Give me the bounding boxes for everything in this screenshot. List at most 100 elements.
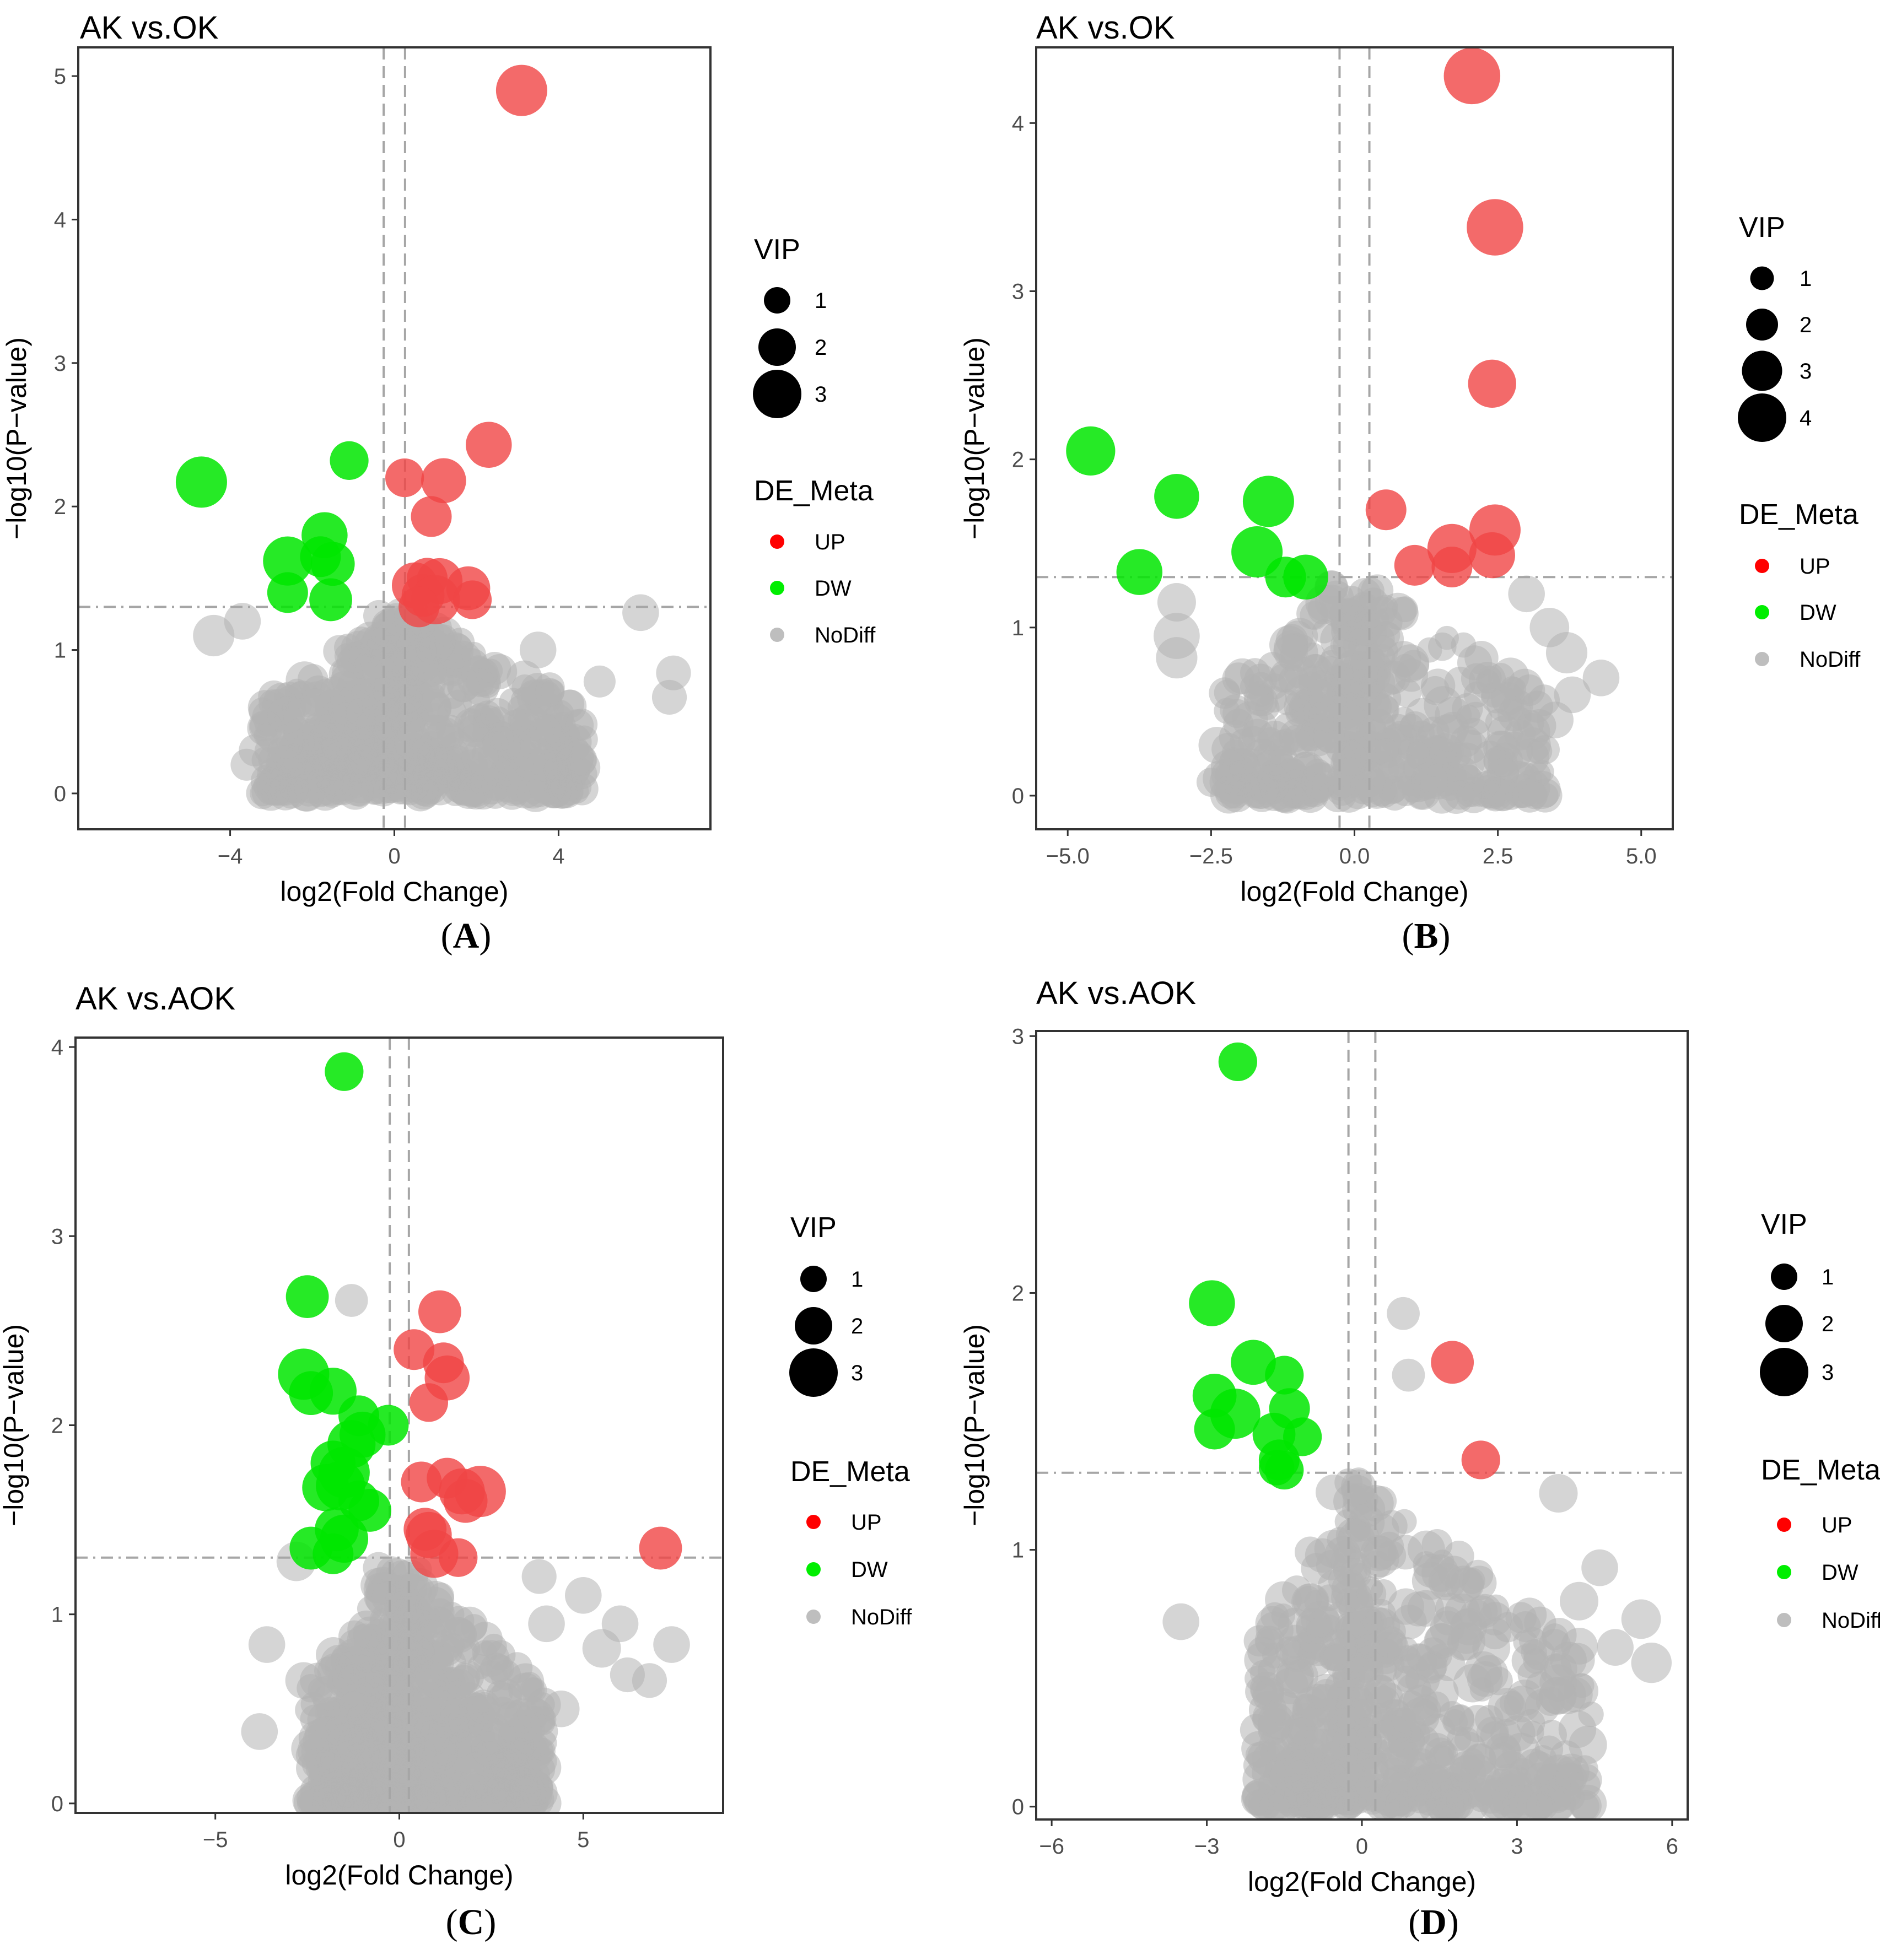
legend-meta-label: NoDiff xyxy=(851,1605,912,1629)
legend-vip-label: 1 xyxy=(1822,1265,1834,1289)
nodiff-point xyxy=(491,758,521,789)
nodiff-point xyxy=(285,1662,322,1699)
panel-label-close: ) xyxy=(1447,1902,1459,1942)
y-tick-label: 3 xyxy=(51,1224,63,1249)
nodiff-point xyxy=(1400,1591,1436,1627)
plot-area xyxy=(78,47,710,829)
legend-vip-title: VIP xyxy=(1761,1208,1807,1240)
x-tick-label: −2.5 xyxy=(1189,844,1233,868)
nodiff-point xyxy=(1382,1794,1409,1819)
panel-label-open: ( xyxy=(446,1902,458,1942)
nodiff-point xyxy=(1504,1685,1541,1723)
nodiff-point xyxy=(1631,1642,1672,1683)
nodiff-point xyxy=(412,735,438,760)
nodiff-point xyxy=(1375,738,1399,763)
legend-vip-label: 2 xyxy=(1822,1312,1834,1336)
x-tick-label: 0.0 xyxy=(1339,844,1370,868)
nodiff-point xyxy=(1244,686,1274,716)
nodiff-point xyxy=(429,635,454,659)
legend-meta-marker-dw xyxy=(1755,605,1769,619)
nodiff-point xyxy=(481,1633,507,1660)
legend-meta-label: UP xyxy=(1822,1513,1852,1537)
nodiff-point xyxy=(1362,709,1394,740)
nodiff-point xyxy=(491,1748,529,1786)
x-tick-label: 5.0 xyxy=(1626,844,1657,868)
nodiff-point xyxy=(1367,596,1397,626)
nodiff-point xyxy=(1238,726,1269,757)
x-tick-label: 4 xyxy=(552,844,564,868)
nodiff-point xyxy=(546,777,578,809)
legend-vip-marker xyxy=(1742,350,1782,391)
nodiff-point xyxy=(1340,1570,1365,1595)
legend-vip-label: 2 xyxy=(815,336,827,360)
nodiff-point xyxy=(1508,575,1545,613)
nodiff-point xyxy=(1257,1702,1294,1740)
nodiff-point xyxy=(1425,1623,1459,1656)
dw-point xyxy=(1265,1450,1304,1490)
nodiff-point xyxy=(1365,635,1398,668)
nodiff-point xyxy=(1311,1683,1339,1711)
nodiff-point xyxy=(1526,738,1553,764)
y-axis-label: −log10(P−value) xyxy=(959,1324,990,1526)
nodiff-point xyxy=(528,1605,565,1643)
dw-point xyxy=(1265,1356,1304,1395)
nodiff-point xyxy=(416,1619,447,1650)
nodiff-point xyxy=(347,1624,379,1656)
nodiff-point xyxy=(346,698,376,728)
nodiff-point xyxy=(1275,1660,1314,1698)
panel-label-open: ( xyxy=(1402,916,1414,956)
panel-c: −5 0 5 0 1 2 3 4 log2(Fold Change) −log10(P−value… xyxy=(0,981,912,1942)
legend-meta-marker-dw xyxy=(1777,1565,1791,1579)
nodiff-point xyxy=(1500,676,1525,700)
legend-vip-marker xyxy=(1746,309,1778,341)
x-tick-label: 0 xyxy=(388,844,400,868)
panel-d: −6 −3 0 3 6 0 1 2 3 log2(Fold Change) −log10(P−val… xyxy=(959,975,1880,1942)
dw-point xyxy=(285,1275,329,1319)
up-point xyxy=(639,1526,682,1570)
legend-meta-marker-dw xyxy=(806,1562,821,1576)
y-tick-label: 2 xyxy=(1012,448,1024,472)
nodiff-point xyxy=(1483,746,1513,776)
nodiff-point xyxy=(473,700,502,728)
nodiff-point xyxy=(521,1559,557,1594)
panel-label: (D) xyxy=(1408,1902,1459,1942)
panel-a: −4 0 4 0 1 2 3 4 5 log2(Fold Change) −log10(P−valu… xyxy=(1,10,876,956)
nodiff-point xyxy=(376,1675,414,1713)
nodiff-point xyxy=(1236,774,1260,798)
nodiff-point xyxy=(449,773,482,806)
nodiff-point xyxy=(504,1715,542,1754)
dw-point xyxy=(310,542,355,586)
y-tick-label: 3 xyxy=(54,352,66,376)
dw-point xyxy=(325,1052,364,1091)
panel-label-open: ( xyxy=(441,916,453,956)
plot-area xyxy=(1036,47,1673,829)
up-point xyxy=(1365,489,1407,531)
nodiff-point xyxy=(1435,625,1459,650)
nodiff-point xyxy=(392,1599,417,1623)
nodiff-point xyxy=(1370,1656,1397,1684)
panel-label: (A) xyxy=(441,916,492,956)
chart-title: AK vs.AOK xyxy=(76,981,235,1017)
nodiff-point xyxy=(1463,1559,1494,1590)
nodiff-point xyxy=(1337,1521,1376,1560)
nodiff-point xyxy=(1392,679,1421,708)
x-tick-label: −4 xyxy=(218,844,243,868)
nodiff-point xyxy=(332,1666,359,1694)
x-tick-label: 2.5 xyxy=(1483,844,1513,868)
nodiff-point xyxy=(509,1774,546,1812)
dw-point xyxy=(1218,1042,1257,1082)
nodiff-point xyxy=(481,1789,505,1813)
nodiff-point xyxy=(1456,782,1482,807)
legend-meta-label: DW xyxy=(1822,1561,1859,1585)
x-tick-label: 0 xyxy=(1356,1834,1368,1859)
nodiff-point xyxy=(542,1690,580,1727)
legend-vip-title: VIP xyxy=(754,234,800,266)
nodiff-point xyxy=(482,726,521,765)
nodiff-point xyxy=(429,1737,456,1764)
nodiff-point xyxy=(519,631,557,668)
panel-label-close: ) xyxy=(484,1902,496,1942)
up-point xyxy=(1469,532,1515,579)
x-tick-label: −5.0 xyxy=(1046,844,1090,868)
y-tick-label: 1 xyxy=(54,639,66,663)
nodiff-point xyxy=(1570,1770,1601,1800)
